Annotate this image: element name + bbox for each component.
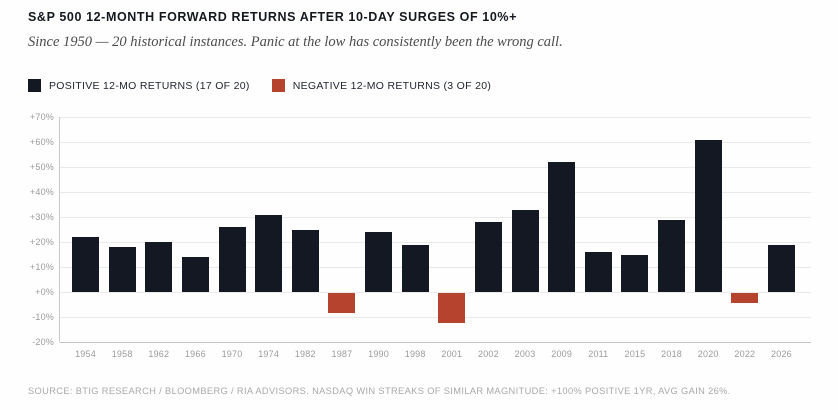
- x-axis-label: 1970: [221, 349, 243, 359]
- legend-item-label: POSITIVE 12-MO RETURNS (17 OF 20): [49, 79, 250, 92]
- x-axis-label: 2026: [771, 349, 792, 359]
- x-axis-label: 1974: [258, 349, 280, 359]
- bar-1958: [108, 247, 136, 292]
- gridline: [60, 292, 811, 293]
- x-axis-label: 1987: [331, 349, 353, 359]
- gridline: [60, 167, 811, 168]
- x-axis-label: 1958: [111, 349, 133, 359]
- x-axis-label: 2020: [697, 349, 719, 359]
- bar-2011: [584, 252, 612, 292]
- gridline: [60, 317, 811, 318]
- page-subtitle: Since 1950 — 20 historical instances. Pa…: [28, 34, 563, 50]
- y-axis-tick-label: +0%: [35, 287, 54, 297]
- bar-1954: [72, 237, 99, 292]
- bar-chart: +70% +60% +50% +40% +30% +20% +10% +0% -10% -20% 1…: [30, 112, 811, 359]
- y-axis-tick-label: +40%: [29, 187, 54, 197]
- y-axis-tick-label: +50%: [29, 162, 54, 172]
- x-axis-label: 1966: [184, 349, 206, 359]
- plot-area: +70% +60% +50% +40% +30% +20% +10% +0% -10% -20% 1…: [30, 112, 811, 359]
- bar-2022: [731, 293, 759, 303]
- bar-2020: [694, 139, 722, 292]
- x-axis-label: 2011: [588, 349, 609, 359]
- gridline: [60, 342, 811, 343]
- y-axis-tick-label: +70%: [29, 112, 54, 122]
- gridline: [60, 117, 811, 118]
- y-axis-tick-label: +60%: [29, 137, 54, 147]
- bar-2003: [511, 209, 539, 292]
- bar-1982: [291, 229, 319, 292]
- y-axis-tick-label: -10%: [32, 312, 54, 322]
- positive-swatch-icon: [28, 79, 41, 92]
- bar-2015: [621, 254, 649, 292]
- page-title: S&P 500 12-MONTH FORWARD RETURNS AFTER 1…: [28, 10, 517, 24]
- bar-1966: [181, 257, 209, 292]
- bar-2009: [548, 162, 576, 292]
- negative-swatch-icon: [271, 79, 285, 92]
- bar-2002: [474, 222, 502, 292]
- x-axis-label: 1962: [148, 349, 170, 359]
- y-axis-tick-label: -20%: [32, 337, 54, 347]
- x-axis-label: 2018: [661, 349, 682, 359]
- y-axis-tick-label: +20%: [29, 237, 54, 247]
- x-axis-label: 2002: [478, 349, 499, 359]
- gridline: [60, 242, 811, 243]
- bar-1990: [365, 232, 393, 292]
- bar-1962: [145, 242, 173, 292]
- x-axis-label: 2009: [551, 349, 573, 359]
- bar-2026: [767, 244, 795, 292]
- x-axis-label: 1954: [75, 349, 96, 359]
- x-axis-label: 2015: [624, 349, 646, 359]
- bar-2018: [658, 219, 686, 292]
- bar-1987: [328, 293, 356, 313]
- y-axis-tick-label: +30%: [29, 212, 54, 222]
- legend-item-negative: NEGATIVE 12-MO RETURNS (3 OF 20): [271, 79, 492, 92]
- y-axis-tick-label: +10%: [29, 262, 54, 272]
- x-axis-label: 2001: [441, 349, 463, 359]
- x-axis-label: 2003: [514, 349, 536, 359]
- gridline: [60, 192, 811, 193]
- bar-1970: [218, 227, 246, 292]
- legend: POSITIVE 12-MO RETURNS (17 OF 20) NEGATI…: [28, 79, 491, 92]
- bar-1998: [401, 244, 429, 292]
- legend-item-label: NEGATIVE 12-MO RETURNS (3 OF 20): [292, 79, 492, 92]
- bar-2001: [438, 293, 466, 323]
- x-axis-label: 1982: [294, 349, 316, 359]
- source-note: SOURCE: BTIG RESEARCH / BLOOMBERG / RIA …: [28, 386, 731, 396]
- gridline: [60, 142, 811, 143]
- x-axis-label: 1990: [368, 349, 389, 359]
- x-axis-label: 2022: [734, 349, 756, 359]
- x-axis-label: 1998: [404, 349, 426, 359]
- gridline: [60, 217, 811, 218]
- legend-item-positive: POSITIVE 12-MO RETURNS (17 OF 20): [28, 79, 250, 92]
- bar-1974: [255, 214, 283, 292]
- gridline: [60, 267, 811, 268]
